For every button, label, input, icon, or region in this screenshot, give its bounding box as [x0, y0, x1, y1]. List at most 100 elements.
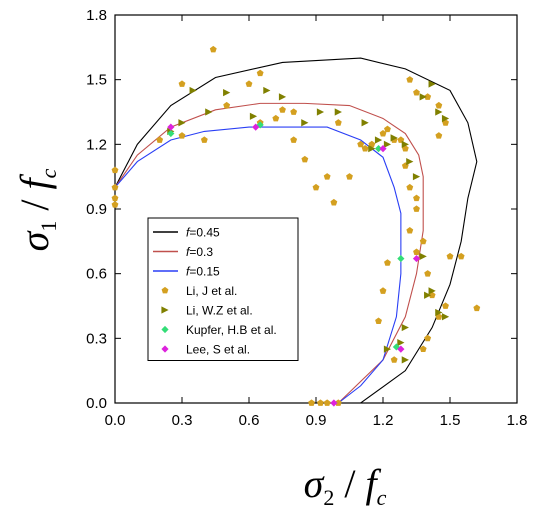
axis-ticks — [114, 14, 518, 404]
data-point — [384, 125, 391, 133]
x-axis-title-sub: 2 — [323, 485, 334, 510]
y-tick-label: 0.0 — [86, 395, 107, 412]
data-point — [435, 101, 443, 109]
y-axis-title-fsub: c — [36, 168, 61, 178]
data-point — [397, 254, 405, 263]
y-axis-title-sub: 1 — [36, 221, 61, 232]
y-axis-title-sep: / — [12, 190, 57, 221]
data-point — [428, 80, 436, 88]
data-point — [249, 112, 258, 120]
data-point — [406, 183, 414, 191]
data-point — [334, 108, 342, 116]
data-point — [323, 399, 331, 406]
x-tick-label: 0.6 — [239, 412, 260, 429]
data-point — [178, 80, 186, 87]
data-point — [383, 345, 392, 353]
data-point — [272, 114, 280, 122]
series-line — [114, 126, 402, 404]
legend-label-prefix: f — [186, 265, 191, 279]
data-point — [205, 108, 213, 116]
data-point — [346, 173, 353, 180]
data-point — [167, 129, 175, 138]
data-point — [301, 119, 309, 127]
data-point — [419, 345, 427, 353]
legend-label: f=0.45 — [186, 226, 220, 240]
data-point — [330, 198, 338, 206]
data-point — [178, 119, 186, 127]
data-point — [245, 80, 253, 87]
x-tick-label: 0.0 — [105, 412, 126, 429]
data-point — [374, 136, 383, 144]
data-point — [383, 140, 392, 148]
data-point — [316, 108, 325, 116]
legend-swatch — [161, 345, 169, 353]
legend-swatch — [161, 286, 169, 294]
y-tick-label: 1.8 — [86, 7, 107, 24]
data-point — [406, 76, 414, 83]
y-tick-label: 1.5 — [86, 72, 107, 89]
y-axis-title-base: σ — [12, 230, 57, 251]
data-point — [442, 302, 449, 309]
data-point — [111, 166, 119, 174]
data-point — [111, 183, 119, 191]
data-point — [312, 183, 320, 191]
data-point — [290, 136, 298, 143]
data-point — [256, 69, 264, 77]
legend-item: Lee, S et al. — [161, 343, 250, 357]
data-point — [263, 86, 271, 95]
series-layer — [111, 45, 481, 407]
data-point — [412, 173, 421, 181]
data-point — [397, 339, 405, 347]
data-point — [457, 252, 465, 260]
data-point — [368, 145, 376, 153]
data-point — [368, 140, 376, 148]
series-2 — [114, 126, 402, 404]
data-point — [419, 93, 427, 101]
data-point — [446, 252, 454, 260]
data-point — [406, 157, 414, 166]
data-point — [424, 270, 432, 277]
legend-label: Li, J et al. — [186, 284, 237, 298]
data-point — [441, 114, 450, 123]
data-point — [413, 89, 420, 96]
data-point — [375, 317, 382, 324]
x-tick-label: 0.9 — [306, 412, 327, 429]
series-6 — [167, 123, 421, 407]
data-point — [278, 93, 287, 101]
data-point — [330, 399, 338, 407]
legend-item: Kupfer, H.B et al. — [161, 323, 277, 337]
legend-label-prefix: f — [186, 245, 191, 259]
data-point — [424, 334, 432, 342]
x-tick-label: 1.8 — [507, 412, 528, 429]
legend-label: Lee, S et al. — [186, 343, 250, 357]
data-point — [111, 201, 119, 208]
data-point — [252, 123, 260, 131]
data-point — [401, 323, 409, 332]
data-point — [435, 132, 443, 139]
data-point — [424, 93, 432, 100]
y-tick-label: 1.2 — [86, 136, 107, 153]
legend-swatch — [161, 306, 169, 314]
legend-label: f=0.3 — [186, 245, 213, 259]
data-point — [111, 194, 119, 202]
data-point — [209, 45, 217, 53]
tick-labels: 0.0 0.3 0.6 0.9 1.2 1.5 1.8 0.0 0.3 0.6 0.9 1.2 1.5 1… — [86, 7, 527, 429]
legend-item: f=0.15 — [153, 265, 220, 279]
data-point — [357, 140, 365, 148]
data-point — [413, 205, 420, 212]
data-point — [167, 123, 175, 131]
y-axis-title: σ1 / fc — [12, 168, 61, 251]
data-point — [189, 86, 197, 95]
x-axis-title: σ2 / fc — [304, 461, 387, 510]
data-point — [223, 101, 231, 109]
x-axis-title-base: σ — [304, 461, 325, 506]
data-point — [290, 108, 298, 115]
data-point — [361, 145, 369, 152]
y-tick-label: 0.3 — [86, 330, 107, 347]
data-point — [301, 155, 309, 163]
legend-swatch — [161, 325, 169, 334]
data-point — [379, 129, 387, 137]
data-point — [390, 356, 398, 363]
